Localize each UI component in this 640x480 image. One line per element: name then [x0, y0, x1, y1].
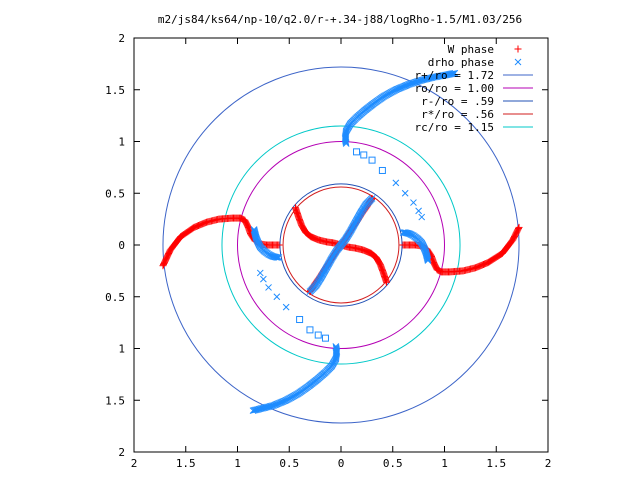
y-tick-label: 2	[118, 446, 125, 459]
series-1-sparse-point	[368, 156, 376, 164]
circle-0	[162, 66, 520, 424]
legend-symbol	[514, 58, 522, 66]
y-tick-label: 0.5	[105, 291, 125, 304]
y-tick-label: 2	[118, 32, 125, 45]
x-tick-label: 0	[338, 457, 345, 470]
series-0-arm-2-point	[383, 278, 391, 286]
reference-circles	[162, 66, 520, 424]
data-series	[159, 69, 523, 414]
circle-4	[221, 125, 461, 365]
circle-1	[237, 141, 445, 349]
series-1-arm-4-point	[306, 288, 314, 295]
y-tick-label: 1	[118, 343, 125, 356]
series-1-arm-1-point	[250, 406, 258, 414]
series-1-sparse-point	[410, 199, 417, 206]
series-1-sparse-point	[282, 303, 290, 311]
axis-ticks: 2 1.5 1 0.5 0 0.5 1 1.5 221.510.500.511.52	[105, 32, 551, 470]
series-1-sparse-point	[378, 166, 386, 174]
legend-symbol	[514, 45, 522, 53]
y-tick-label: 0.5	[105, 187, 125, 200]
series-0-arm-1-point	[399, 241, 407, 249]
series-1	[249, 69, 459, 414]
series-1-sparse-point	[392, 179, 400, 187]
legend-label: r+/ro = 1.72	[415, 69, 494, 82]
series-1-arm-0-point	[449, 70, 456, 78]
series-1-sparse-point	[360, 151, 368, 159]
series-1-arm-3-point	[251, 228, 258, 235]
series-1-sparse-point	[353, 148, 361, 156]
x-tick-label: 0.5	[279, 457, 299, 470]
series-1-arm-2-point	[424, 255, 431, 262]
x-tick-label: 2	[131, 457, 138, 470]
y-tick-label: 0	[118, 239, 125, 252]
series-1-sparse-point	[418, 213, 426, 221]
series-1-sparse-point	[415, 207, 422, 215]
series-1-sparse-point	[296, 316, 304, 324]
legend-label: r-/ro = .59	[421, 95, 494, 108]
legend-label: r*/ro = .56	[421, 108, 494, 121]
x-tick-label: 1	[441, 457, 448, 470]
y-tick-label: 1.5	[105, 84, 125, 97]
series-1-arm-0-point	[451, 69, 459, 77]
series-1-sparse-point	[260, 275, 267, 283]
series-1-sparse-point	[306, 326, 314, 334]
series-1-arm-3-point	[250, 226, 258, 233]
x-tick-label: 1.5	[486, 457, 506, 470]
legend-label: ro/ro = 1.00	[415, 82, 494, 95]
chart-title: m2/js84/ks64/np-10/q2.0/r-+.34-j88/logRh…	[158, 13, 522, 26]
x-tick-label: 2	[545, 457, 552, 470]
series-1-sparse-point	[265, 284, 272, 291]
series-1-arm-2-point	[424, 256, 432, 263]
x-tick-label: 1	[234, 457, 241, 470]
series-0-arm-0-point	[275, 241, 283, 249]
series-1-arm-1-point	[252, 406, 259, 414]
y-tick-label: 1.5	[105, 394, 125, 407]
series-1-arm-0-point	[450, 70, 458, 77]
x-tick-label: 1.5	[176, 457, 196, 470]
series-1-sparse-point	[314, 331, 322, 339]
circle-3	[282, 186, 400, 304]
legend-label: drho phase	[428, 56, 494, 69]
y-tick-label: 1	[118, 136, 125, 149]
series-1-arm-3-point	[250, 227, 258, 234]
series-1-sparse-point	[273, 293, 281, 301]
series-1-sparse-point	[401, 189, 409, 197]
legend-label: rc/ro = 1.15	[415, 121, 494, 134]
series-1-sparse-point	[256, 269, 264, 277]
x-tick-label: 0.5	[383, 457, 403, 470]
series-1-sparse-point	[321, 334, 329, 342]
series-1-arm-2-point	[424, 257, 432, 264]
series-1-arm-1-point	[249, 407, 257, 414]
legend-label: W phase	[448, 43, 494, 56]
